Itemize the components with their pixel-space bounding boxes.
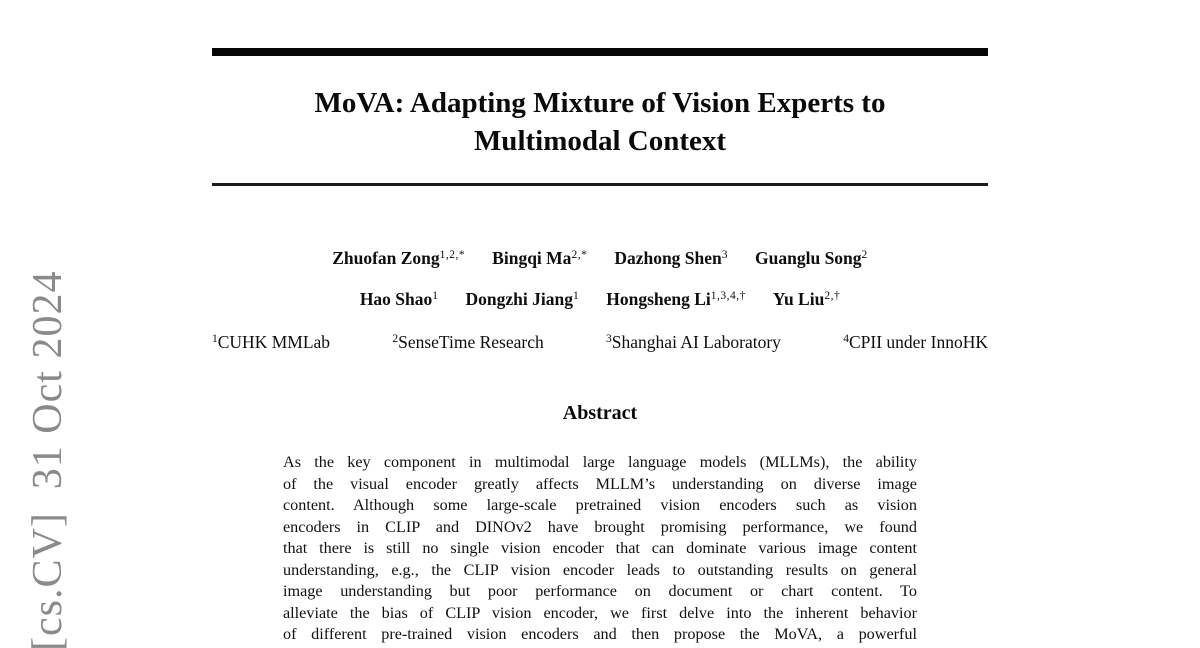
author-name: Zhuofan Zong <box>332 248 440 268</box>
author-name: Hongsheng Li <box>606 289 711 309</box>
author-name: Guanglu Song <box>755 248 862 268</box>
author: Dongzhi Jiang1 <box>466 284 580 311</box>
affiliation: 3Shanghai AI Laboratory <box>606 327 781 354</box>
title-rule-bottom <box>212 183 988 186</box>
abstract-line: encoders in CLIP and DINOv2 have brought… <box>283 517 917 536</box>
abstract-line: of the visual encoder greatly affects ML… <box>283 474 917 493</box>
affiliation-label: CPII under InnoHK <box>848 332 988 352</box>
author-superscript: 2,* <box>571 249 588 261</box>
abstract-line: As the key component in multimodal large… <box>283 453 917 471</box>
author-superscript: 2,† <box>824 290 841 302</box>
paper-title: MoVA: Adapting Mixture of Vision Experts… <box>314 87 886 157</box>
abstract-line: understanding, e.g., the CLIP vision enc… <box>283 560 917 579</box>
abstract-line: of different pre-trained vision encoders… <box>283 625 917 643</box>
author-superscript: 1 <box>432 290 439 302</box>
affiliation-label: CUHK MMLab <box>217 332 331 352</box>
abstract-line: content. Although some large-scale pretr… <box>283 496 917 514</box>
author-name: Bingqi Ma <box>492 248 572 268</box>
author: Dazhong Shen3 <box>614 243 728 270</box>
author-superscript: 3 <box>721 249 729 261</box>
affiliation: 4CPII under InnoHK <box>843 327 988 354</box>
author-name: Dazhong Shen <box>614 248 722 268</box>
abstract-line: alleviate the bias of CLIP vision encode… <box>283 603 917 622</box>
abstract-line: that there is still no single vision enc… <box>283 539 917 557</box>
author-name: Hao Shao <box>359 289 433 309</box>
abstract-text: As the key component in multimodal large… <box>283 452 917 646</box>
author: Guanglu Song2 <box>755 243 868 270</box>
affiliation: 2SenseTime Research <box>392 327 543 354</box>
abstract-line: image understanding but poor performance… <box>283 582 917 600</box>
author: Zhuofan Zong1,2,* <box>332 243 465 270</box>
affiliations-row: 1CUHK MMLab 2SenseTime Research 3Shangha… <box>212 327 988 354</box>
author: Bingqi Ma2,* <box>492 243 587 270</box>
affiliation-label: Shanghai AI Laboratory <box>611 332 781 352</box>
author-superscript: 2 <box>861 249 868 261</box>
affiliation-label: SenseTime Research <box>398 332 544 352</box>
author: Hao Shao1 <box>360 284 439 311</box>
abstract-heading: Abstract <box>562 402 638 424</box>
author-superscript: 1,2,* <box>439 249 466 261</box>
affiliation-superscript: 4 <box>843 333 849 345</box>
authors-row-1: Zhuofan Zong1,2,* Bingqi Ma2,* Dazhong S… <box>0 243 1200 270</box>
affiliation-superscript: 3 <box>606 333 612 345</box>
affiliation: 1CUHK MMLab <box>212 327 330 354</box>
author-superscript: 1 <box>572 290 580 302</box>
affiliation-superscript: 2 <box>392 333 399 345</box>
author: Yu Liu2,† <box>773 284 840 311</box>
author-superscript: 1,3,4,† <box>710 290 746 302</box>
author: Hongsheng Li1,3,4,† <box>606 284 746 311</box>
author-name: Dongzhi Jiang <box>465 289 573 309</box>
affiliation-superscript: 1 <box>212 333 218 345</box>
author-name: Yu Liu <box>772 289 825 309</box>
arxiv-stamp: [cs.CV] 31 Oct 2024 <box>25 270 71 648</box>
authors-row-2: Hao Shao1 Dongzhi Jiang1 Hongsheng Li1,3… <box>0 284 1200 311</box>
title-rule-top <box>212 48 988 56</box>
